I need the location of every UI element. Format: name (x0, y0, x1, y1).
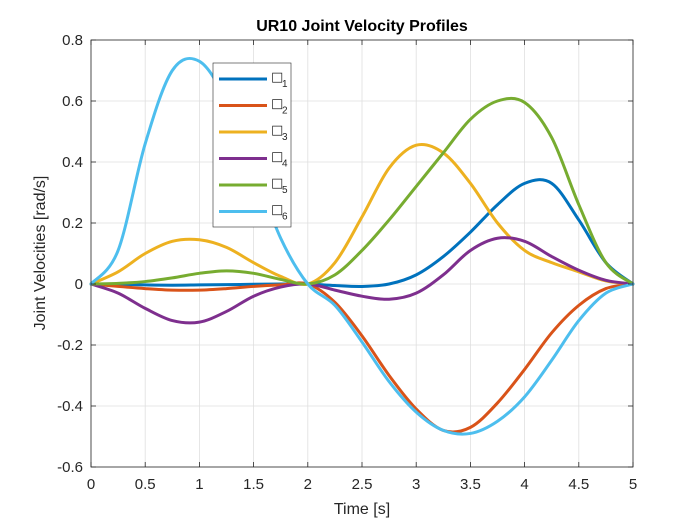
legend-subscript-4: 4 (282, 159, 288, 170)
series-line-4 (89, 236, 635, 325)
series-line-5 (89, 96, 635, 286)
series-line-6 (89, 56, 635, 436)
y-tick-label: 0.2 (62, 215, 83, 232)
tick-marks (90, 39, 634, 468)
legend-label-5: □ (271, 176, 283, 191)
y-axis-label: Joint Velocities [rad/s] (32, 176, 49, 331)
y-tick-label: 0.4 (62, 154, 83, 171)
legend-label-2: □ (271, 97, 283, 112)
x-axis-label: Time [s] (334, 501, 390, 518)
y-tick-label: 0.8 (62, 32, 83, 49)
y-tick-label: -0.2 (57, 337, 83, 354)
series-layer (89, 56, 635, 436)
y-tick-label: -0.4 (57, 398, 83, 415)
x-tick-label: 2 (304, 476, 312, 493)
legend-subscript-1: 1 (282, 79, 288, 90)
legend-subscript-2: 2 (282, 106, 288, 117)
legend: □1□2□3□4□5□6 (212, 62, 292, 228)
x-tick-labels: 0 0.5 1 1.5 2 2.5 3 3.5 4 4.5 5 (87, 476, 637, 493)
legend-subscript-5: 5 (282, 185, 288, 196)
x-tick-label: 3 (412, 476, 420, 493)
legend-label-6: □ (271, 203, 283, 218)
legend-subscript-3: 3 (282, 132, 288, 143)
series-line-1 (89, 178, 635, 288)
x-tick-label: 4.5 (568, 476, 589, 493)
legend-label-1: □ (271, 70, 283, 85)
series-line-3 (89, 142, 635, 286)
x-tick-label: 3.5 (460, 476, 481, 493)
y-tick-label: 0.6 (62, 93, 83, 110)
y-tick-labels: -0.6 -0.4 -0.2 0 0.2 0.4 0.6 0.8 (57, 32, 83, 476)
x-tick-label: 4 (520, 476, 528, 493)
legend-box (212, 62, 292, 228)
legend-subscript-6: 6 (282, 212, 288, 223)
y-tick-label: -0.6 (57, 459, 83, 476)
legend-label-4: □ (271, 150, 283, 165)
chart-title: UR10 Joint Velocity Profiles (256, 18, 468, 35)
legend-label-3: □ (271, 123, 283, 138)
x-tick-label: 1 (195, 476, 203, 493)
x-tick-label: 0.5 (135, 476, 156, 493)
y-tick-label: 0 (75, 276, 83, 293)
x-tick-label: 1.5 (243, 476, 264, 493)
x-tick-label: 2.5 (352, 476, 373, 493)
x-tick-label: 0 (87, 476, 95, 493)
x-tick-label: 5 (629, 476, 637, 493)
series-line-2 (89, 281, 635, 434)
